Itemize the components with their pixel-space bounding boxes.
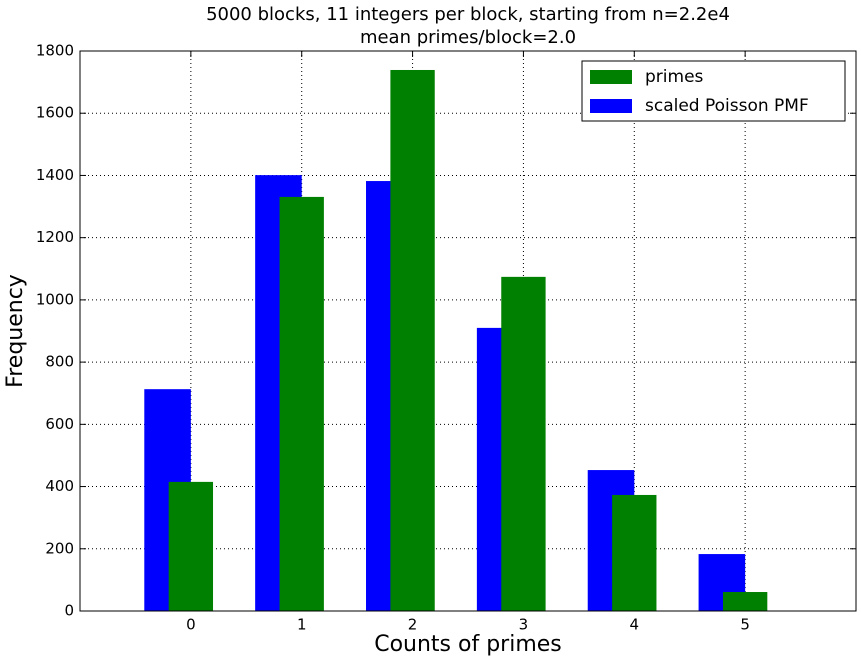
y-tick-label: 0 [64,602,74,620]
plot-frame [79,50,857,612]
x-tick-label: 5 [740,616,750,634]
chart-subtitle: mean primes/block=2.0 [360,27,576,48]
y-tick-label: 1200 [36,228,74,246]
bar [390,69,435,611]
bar [168,481,214,611]
y-tick-label: 200 [45,539,74,557]
x-tick-label: 3 [519,616,529,634]
legend-label: primes [645,67,704,87]
legend-swatch [590,70,632,84]
y-tick-label: 1600 [36,104,74,122]
x-tick-label: 0 [186,616,196,634]
x-tick-label: 4 [630,616,640,634]
legend-label: scaled Poisson PMF [645,96,809,116]
y-tick-label: 800 [45,353,74,371]
y-tick-label: 1400 [36,166,74,184]
x-axis-label: Counts of primes [374,632,562,657]
bar [612,494,657,611]
y-tick-label: 600 [45,415,74,433]
y-tick-label: 1000 [36,290,74,308]
x-tick-label: 1 [297,616,307,634]
x-tick-label: 2 [408,616,418,634]
y-tick-label: 400 [45,477,74,495]
legend-swatch [590,99,632,113]
bar [501,276,546,611]
bar [722,592,768,611]
y-tick-label: 1800 [36,42,74,60]
y-axis-label: Frequency [3,274,28,388]
bar [279,196,324,611]
chart-title: 5000 blocks, 11 integers per block, star… [206,4,730,25]
